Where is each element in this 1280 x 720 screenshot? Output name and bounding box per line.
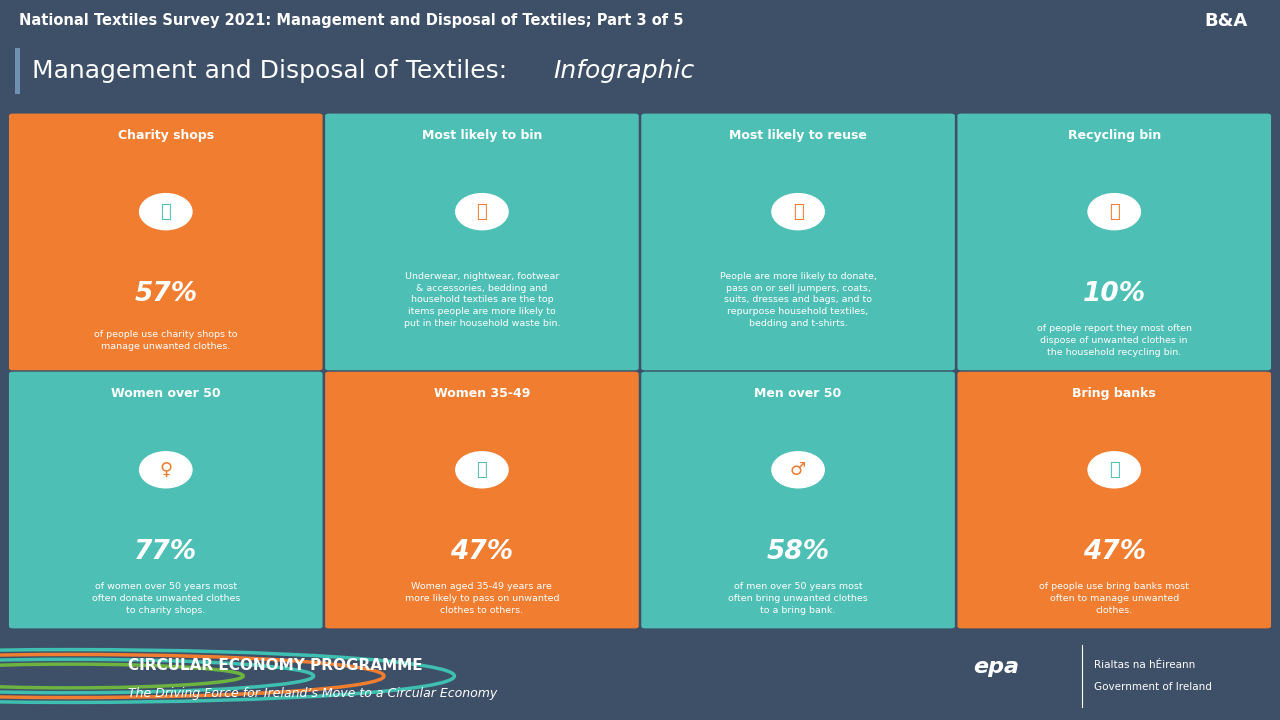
FancyBboxPatch shape [325,372,639,629]
Text: B&A: B&A [1204,12,1248,30]
Text: Government of Ireland: Government of Ireland [1094,682,1212,691]
Text: Most likely to bin: Most likely to bin [421,129,543,142]
Text: Men over 50: Men over 50 [754,387,842,400]
Text: 🛒: 🛒 [160,202,172,220]
Text: of men over 50 years most
often bring unwanted clothes
to a bring bank.: of men over 50 years most often bring un… [728,582,868,615]
FancyBboxPatch shape [641,114,955,370]
Text: The Driving Force for Ireland’s Move to a Circular Economy: The Driving Force for Ireland’s Move to … [128,687,497,700]
Text: Bring banks: Bring banks [1073,387,1156,400]
Text: 77%: 77% [134,539,197,564]
Ellipse shape [1087,193,1142,230]
Text: Women 35-49: Women 35-49 [434,387,530,400]
FancyBboxPatch shape [325,114,639,370]
Text: 🗑: 🗑 [476,202,488,220]
Text: Infographic: Infographic [553,59,694,83]
Text: 👕: 👕 [792,202,804,220]
Bar [15,48,20,94]
Text: People are more likely to donate,
pass on or sell jumpers, coats,
suits, dresses: People are more likely to donate, pass o… [719,272,877,328]
Text: of people report they most often
dispose of unwanted clothes in
the household re: of people report they most often dispose… [1037,324,1192,356]
FancyBboxPatch shape [9,372,323,629]
Text: CIRCULAR ECONOMY PROGRAMME: CIRCULAR ECONOMY PROGRAMME [128,658,422,673]
Text: ♀: ♀ [159,461,173,479]
Text: 📦: 📦 [1108,461,1120,479]
Text: Charity shops: Charity shops [118,129,214,142]
Text: 🗑: 🗑 [1108,202,1120,220]
Ellipse shape [771,451,826,488]
Text: National Textiles Survey 2021: Management and Disposal of Textiles; Part 3 of 5: National Textiles Survey 2021: Managemen… [19,14,684,29]
Text: Underwear, nightwear, footwear
& accessories, bedding and
household textiles are: Underwear, nightwear, footwear & accesso… [403,272,561,328]
Text: Women over 50: Women over 50 [111,387,220,400]
Text: 47%: 47% [1083,539,1146,564]
Text: of people use charity shops to
manage unwanted clothes.: of people use charity shops to manage un… [93,330,238,351]
Text: 10%: 10% [1083,281,1146,307]
Text: epa: epa [973,657,1019,678]
Text: 57%: 57% [134,281,197,307]
Text: of women over 50 years most
often donate unwanted clothes
to charity shops.: of women over 50 years most often donate… [92,582,239,615]
Ellipse shape [456,451,509,488]
Text: Recycling bin: Recycling bin [1068,129,1161,142]
Text: 58%: 58% [767,539,829,564]
Ellipse shape [1087,451,1142,488]
Text: 47%: 47% [451,539,513,564]
Text: Management and Disposal of Textiles:: Management and Disposal of Textiles: [32,59,515,83]
Ellipse shape [771,193,826,230]
Ellipse shape [138,451,192,488]
Text: Most likely to reuse: Most likely to reuse [730,129,867,142]
Text: Women aged 35-49 years are
more likely to pass on unwanted
clothes to others.: Women aged 35-49 years are more likely t… [404,582,559,615]
Ellipse shape [138,193,192,230]
Text: 👕: 👕 [476,461,488,479]
Text: of people use bring banks most
often to manage unwanted
clothes.: of people use bring banks most often to … [1039,582,1189,615]
FancyBboxPatch shape [9,114,323,370]
Text: Rialtas na hÉireann: Rialtas na hÉireann [1094,660,1196,670]
Text: ♂: ♂ [790,461,806,479]
FancyBboxPatch shape [957,372,1271,629]
FancyBboxPatch shape [957,114,1271,370]
Ellipse shape [456,193,509,230]
FancyBboxPatch shape [641,372,955,629]
